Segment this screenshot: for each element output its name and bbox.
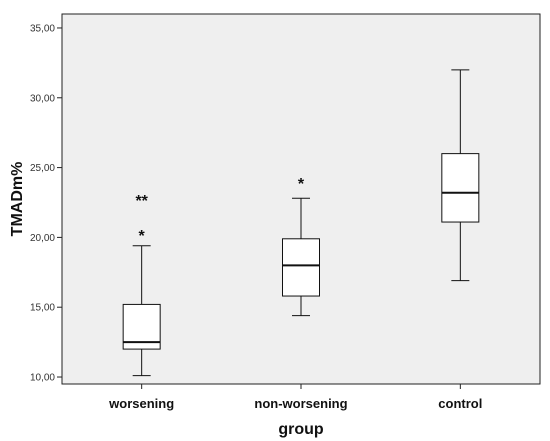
box-iqr xyxy=(441,153,480,223)
box-iqr xyxy=(282,238,320,297)
y-tick-label: 35,00 xyxy=(30,23,55,34)
x-axis-title: group xyxy=(278,421,324,438)
x-tick-label: worsening xyxy=(108,396,174,411)
boxes: **** xyxy=(122,69,480,377)
box-control xyxy=(441,69,480,282)
y-tick-label: 15,00 xyxy=(30,303,55,314)
y-tick-label: 25,00 xyxy=(30,163,55,174)
box-worsening: *** xyxy=(122,193,161,377)
x-tick-label: control xyxy=(438,396,482,411)
outlier-marker: ** xyxy=(135,193,148,210)
box-non-worsening: * xyxy=(282,176,320,317)
x-tick-label: non-worsening xyxy=(254,396,347,411)
outlier-marker: * xyxy=(298,176,305,193)
y-tick-label: 30,00 xyxy=(30,93,55,104)
y-axis-title: TMADm% xyxy=(9,162,26,237)
y-tick-label: 10,00 xyxy=(30,373,55,384)
y-tick-label: 20,00 xyxy=(30,233,55,244)
x-axis: worsening non-worsening control xyxy=(108,384,482,411)
outlier-marker: * xyxy=(139,228,146,245)
y-axis: 10,00 15,00 20,00 25,00 30,00 35,00 xyxy=(30,23,62,384)
